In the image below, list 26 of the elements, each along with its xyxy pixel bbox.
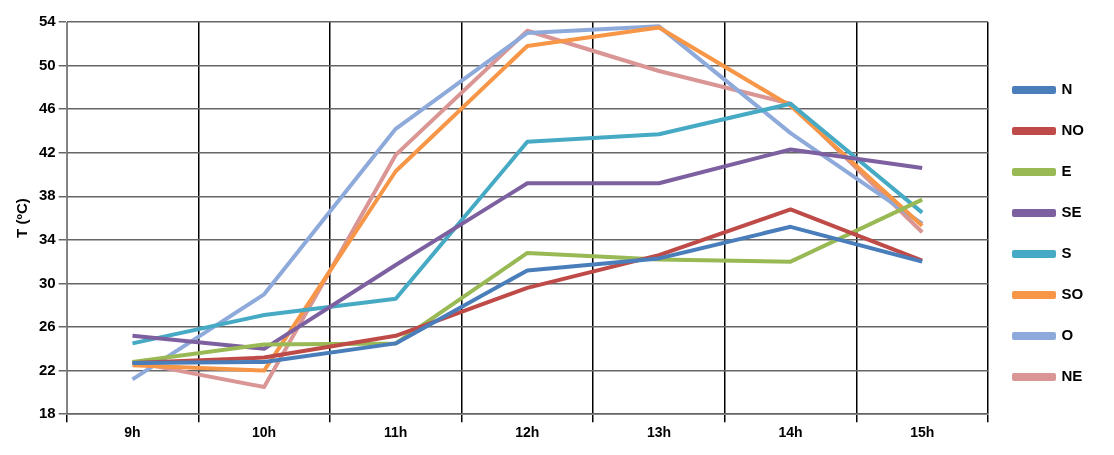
x-tick-label: 9h [124,424,141,441]
legend-label: SO [1061,285,1084,303]
legend-label: O [1061,326,1074,344]
y-tick-label: 34 [39,230,57,248]
x-tick-label: 11h [384,424,408,441]
x-tick-label: 12h [515,424,540,441]
y-tick-label: 54 [39,12,57,30]
x-tick-label: 15h [910,424,935,441]
legend-label: SE [1061,203,1082,221]
y-tick-label: 22 [39,360,56,378]
legend-label: NO [1061,121,1085,139]
x-tick-label: 14h [778,424,803,441]
y-tick-label: 46 [39,99,56,117]
y-tick-label: 38 [39,186,56,204]
y-tick-label: 26 [39,317,56,335]
y-axis-title: T (ºC) [13,198,31,238]
y-tick-label: 42 [39,142,56,160]
legend-label: E [1061,162,1072,180]
legend-label: S [1061,244,1072,262]
y-tick-label: 30 [39,273,56,291]
x-tick-label: 13h [646,424,672,441]
y-tick-label: 50 [39,55,56,73]
x-tick-label: 10h [252,424,277,441]
legend-label: N [1061,80,1073,98]
legend-label: NE [1061,367,1083,385]
y-tick-label: 18 [39,404,56,422]
